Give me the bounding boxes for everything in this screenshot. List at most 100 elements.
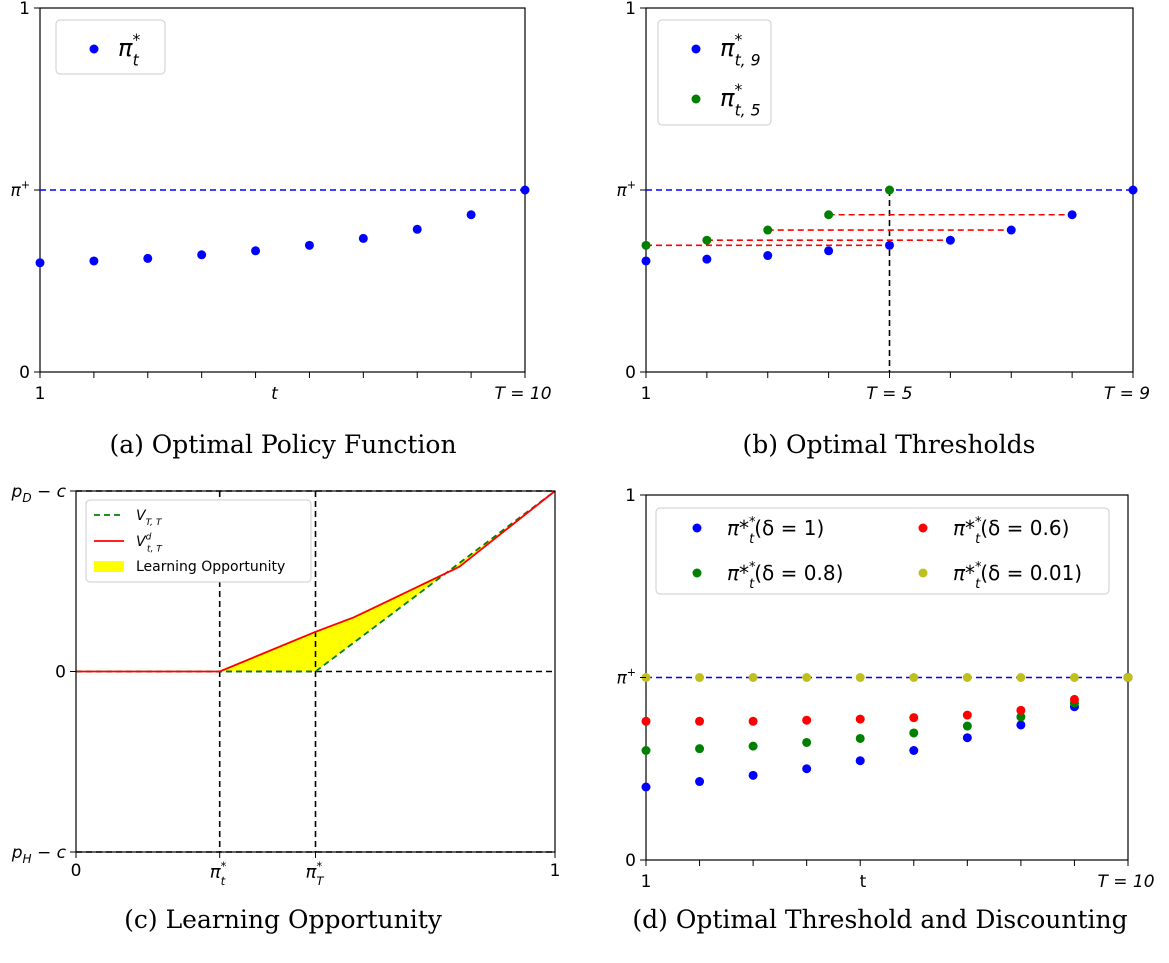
ytick-label-d-mid: π+ <box>616 666 636 689</box>
legend-marker-d-1 <box>692 568 702 578</box>
point-a-5 <box>304 240 314 250</box>
ytick-label-d-bottom: 0 <box>625 851 636 871</box>
point-d-1-2 <box>748 741 758 751</box>
xtick-label-b-mid: T = 5 <box>866 384 912 404</box>
xtick-label-d-right: T = 10 <box>1097 872 1154 892</box>
legend-box-b <box>657 19 772 126</box>
xtick-label-d-1: 1 <box>641 872 652 892</box>
point-d-0-5 <box>909 746 919 755</box>
xtick-label-c-0: 0 <box>71 861 82 881</box>
point-d-0-3 <box>802 764 812 774</box>
point-b-0-5 <box>945 235 955 245</box>
point-b-0-8 <box>1128 185 1138 195</box>
series-line-vdtt <box>76 490 556 673</box>
xtick-label-b-1: 1 <box>641 384 652 404</box>
ytick-label-a-top: 1 <box>19 0 30 19</box>
xtick-label-b-right: T = 9 <box>1104 384 1150 404</box>
point-d-1-6 <box>962 721 972 731</box>
point-a-7 <box>412 224 422 234</box>
point-d-1-4 <box>855 733 865 743</box>
point-d-0-0 <box>641 782 651 792</box>
point-b-0-4 <box>885 240 894 250</box>
legend-box-a <box>55 19 166 75</box>
point-d-3-6 <box>962 673 972 682</box>
ytick-label-b-mid: π+ <box>616 178 636 201</box>
point-b-1-0 <box>641 240 651 250</box>
point-b-0-2 <box>763 251 773 261</box>
point-d-2-0 <box>641 716 651 726</box>
xtick-label-a-right: T = 10 <box>494 384 551 404</box>
point-b-0-6 <box>1006 225 1016 235</box>
caption-a: (a) Optimal Policy Function <box>109 430 457 459</box>
legend-marker-b-1 <box>691 94 701 104</box>
point-d-2-5 <box>909 713 919 723</box>
ytick-label-a-mid: π+ <box>10 178 30 201</box>
point-b-0-3 <box>824 246 834 256</box>
point-d-2-7 <box>1016 705 1026 715</box>
point-d-1-5 <box>909 728 919 738</box>
point-a-4 <box>251 246 261 256</box>
point-d-3-3 <box>802 673 812 682</box>
xtick-label-a-mid: t <box>271 384 279 404</box>
legend-patch-c-2 <box>94 561 124 572</box>
legend-marker-b-0 <box>691 44 701 54</box>
legend-box-d <box>655 507 1110 595</box>
point-d-3-4 <box>855 673 865 682</box>
legend-label-d-0: π** t(δ = 1) <box>727 515 824 547</box>
point-a-0 <box>35 258 45 268</box>
point-d-0-2 <box>748 770 758 780</box>
point-d-2-1 <box>695 716 705 726</box>
xtick-label-a-1: 1 <box>35 384 46 404</box>
xtick-label-d-mid: t <box>860 872 867 892</box>
point-d-1-7 <box>1016 712 1026 722</box>
point-a-9 <box>520 185 530 195</box>
ytick-label-d-top: 1 <box>625 486 636 506</box>
ytick-label-c-top: pD − c <box>11 482 67 505</box>
legend-marker-d-0 <box>692 523 702 533</box>
point-d-3-2 <box>748 673 758 682</box>
xtick-label-c-1: π* t <box>210 859 227 888</box>
legend-marker-a <box>89 44 99 54</box>
point-d-3-9 <box>1123 673 1133 682</box>
point-b-0-1 <box>702 254 712 264</box>
point-d-0-6 <box>962 733 972 743</box>
legend-box-c <box>85 499 312 583</box>
point-d-0-7 <box>1016 720 1026 730</box>
legend-label-c-1: Vd t, T <box>136 533 163 555</box>
point-a-2 <box>143 253 153 263</box>
point-b-1-2 <box>763 225 773 235</box>
point-d-0-1 <box>695 777 705 787</box>
legend-label-b-1: π* t, 5 <box>720 81 761 119</box>
ytick-label-a-bottom: 0 <box>19 363 30 383</box>
ytick-label-b-bottom: 0 <box>625 363 636 383</box>
legend-label-c-2: Learning Opportunity <box>136 559 285 575</box>
point-b-1-3 <box>824 210 834 220</box>
legend-label-c-0: VT, T <box>136 508 163 528</box>
legend-marker-d-2 <box>918 523 928 533</box>
caption-b: (b) Optimal Thresholds <box>742 430 1036 459</box>
point-d-3-5 <box>909 673 919 682</box>
point-a-3 <box>197 250 207 260</box>
point-d-3-1 <box>695 673 705 682</box>
point-d-1-3 <box>802 737 812 747</box>
point-a-1 <box>89 256 99 266</box>
point-b-1-4 <box>885 185 894 195</box>
legend-label-d-2: π** t(δ = 0.6) <box>953 515 1069 547</box>
point-d-2-8 <box>1069 694 1079 704</box>
legend-label-d-1: π** t(δ = 0.8) <box>727 560 843 592</box>
point-d-2-3 <box>802 715 812 725</box>
ytick-label-b-top: 1 <box>625 0 636 19</box>
point-b-0-7 <box>1067 210 1077 220</box>
legend-label-b-0: π* t, 9 <box>720 31 761 69</box>
point-d-1-1 <box>695 744 705 754</box>
legend-marker-d-3 <box>918 568 928 578</box>
legend-label-a: π* t <box>118 31 140 69</box>
ytick-label-c-bottom: pH − c <box>11 843 67 866</box>
point-d-0-4 <box>855 756 865 766</box>
xtick-label-c-2: π* T <box>306 859 325 888</box>
point-a-8 <box>466 210 476 220</box>
point-b-0-0 <box>641 256 651 266</box>
point-d-1-0 <box>641 746 651 755</box>
caption-d: (d) Optimal Threshold and Discounting <box>632 905 1128 934</box>
